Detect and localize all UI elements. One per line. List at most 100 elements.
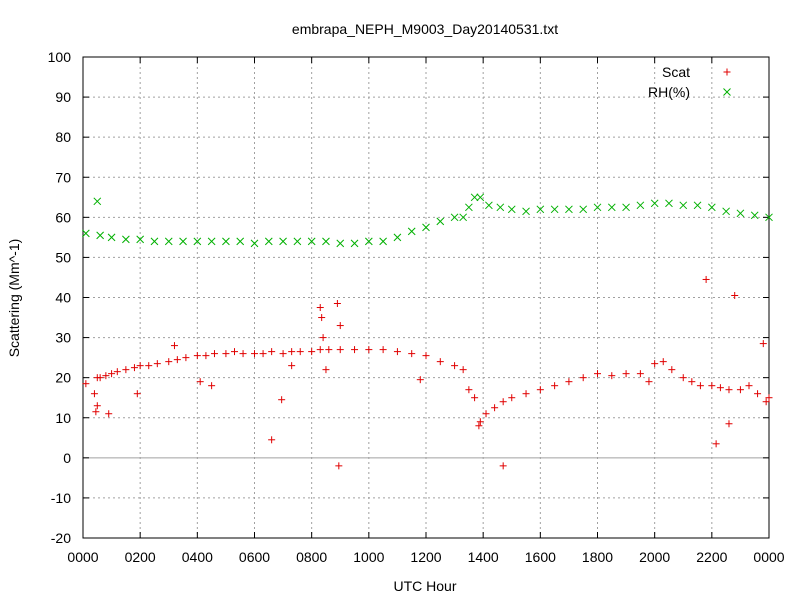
data-point (350, 239, 359, 248)
data-point (316, 304, 324, 312)
x-tick-label: 0000 (67, 549, 98, 565)
x-tick-label: 1800 (582, 549, 613, 565)
x-tick-label: 1600 (525, 549, 556, 565)
data-point (222, 237, 230, 246)
data-point (722, 207, 730, 216)
y-tick-label: 40 (55, 290, 71, 306)
data-point (579, 205, 588, 214)
data-point (92, 408, 100, 416)
x-tick-label: 1200 (410, 549, 441, 565)
x-tick-label: 0000 (753, 549, 784, 565)
data-point (153, 360, 161, 368)
data-point (145, 362, 153, 370)
data-point (708, 382, 716, 390)
x-tick-label: 1400 (468, 549, 499, 565)
data-point (93, 402, 101, 410)
series-scat (82, 275, 773, 470)
y-tick-label: -20 (51, 530, 71, 546)
data-point (459, 366, 467, 374)
data-point (465, 386, 473, 394)
data-point (485, 201, 493, 210)
y-tick-label: -10 (51, 490, 71, 506)
data-point (459, 213, 468, 222)
data-point (508, 394, 516, 402)
data-point (465, 203, 473, 212)
data-point (622, 370, 630, 378)
data-point (105, 410, 113, 418)
data-point (650, 199, 659, 208)
data-point (475, 422, 483, 430)
data-point (193, 237, 202, 246)
legend-label: Scat (662, 64, 690, 80)
data-point (279, 350, 287, 358)
data-point (593, 203, 602, 212)
x-tick-label: 0800 (296, 549, 327, 565)
data-point (422, 223, 430, 232)
data-point (236, 237, 245, 246)
data-point (108, 370, 116, 378)
data-point (679, 201, 688, 210)
data-point (702, 275, 710, 283)
data-point (594, 370, 601, 378)
data-point (622, 203, 630, 212)
data-point (645, 378, 653, 386)
x-tick-label: 0600 (239, 549, 270, 565)
data-point (707, 203, 716, 212)
data-point (96, 231, 105, 240)
data-point (170, 342, 178, 350)
data-point (365, 346, 373, 354)
data-point (82, 380, 90, 388)
data-point (607, 203, 616, 212)
data-point (608, 372, 616, 380)
data-point (659, 358, 667, 366)
data-point (565, 378, 573, 386)
x-tick-label: 0200 (125, 549, 156, 565)
data-point (90, 390, 98, 398)
data-point (268, 436, 276, 444)
tick-labels: 0000 0200 0400 0600 0800 1000 1200 1400 1600 1800… (48, 49, 785, 565)
data-point (379, 237, 387, 246)
data-point (308, 348, 316, 356)
data-point (279, 237, 287, 246)
data-point (765, 213, 773, 222)
series-rh (82, 193, 773, 248)
data-point (565, 205, 573, 214)
data-point (150, 237, 159, 246)
data-point (316, 346, 324, 354)
data-point (136, 362, 144, 370)
data-point (319, 334, 327, 342)
y-tick-label: 50 (55, 249, 71, 265)
data-point (696, 382, 704, 390)
data-point (499, 462, 507, 470)
data-point (499, 398, 507, 406)
data-point (136, 235, 145, 244)
data-point (762, 398, 770, 406)
data-point (173, 356, 181, 364)
legend-label: RH(%) (648, 84, 690, 100)
data-point (688, 378, 696, 386)
data-point (579, 374, 587, 382)
x-tick-label: 2200 (696, 549, 727, 565)
data-point (636, 201, 645, 210)
data-point (179, 237, 187, 246)
data-point (393, 233, 402, 242)
data-point (239, 350, 247, 358)
y-tick-label: 30 (55, 330, 71, 346)
data-point (307, 237, 316, 246)
data-point (164, 237, 173, 246)
data-point (725, 386, 733, 394)
data-point (230, 348, 238, 356)
data-point (436, 358, 444, 366)
data-point (471, 394, 479, 402)
data-point (736, 209, 745, 218)
y-tick-label: 100 (48, 49, 72, 65)
data-point (133, 390, 141, 398)
data-point (202, 352, 210, 360)
data-point (636, 370, 644, 378)
data-point (679, 374, 687, 382)
data-point (336, 346, 344, 354)
data-point (336, 322, 344, 330)
data-point (259, 350, 267, 358)
data-point (325, 346, 333, 354)
y-tick-label: 70 (55, 169, 71, 185)
